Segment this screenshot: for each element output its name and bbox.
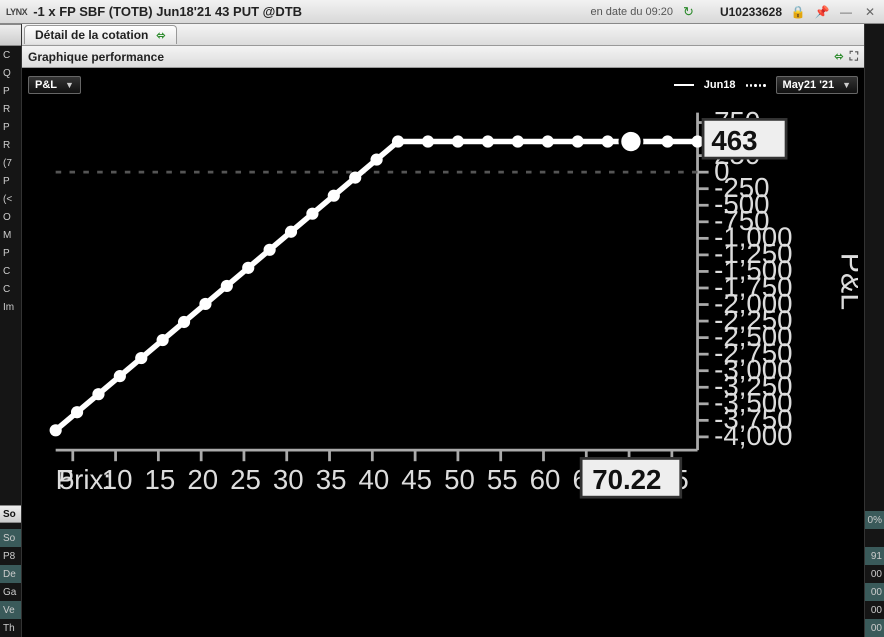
legend-dots-swatch bbox=[746, 81, 766, 89]
value-cell: 91 bbox=[865, 547, 884, 565]
svg-text:5: 5 bbox=[59, 464, 74, 495]
svg-text:40: 40 bbox=[358, 464, 389, 495]
sidebar-item[interactable]: Ve bbox=[0, 601, 21, 619]
value-cell: 0% bbox=[865, 511, 884, 529]
chart-legend: Jun18 May21 '21 ▼ bbox=[674, 76, 858, 94]
sidebar-item[interactable]: P bbox=[0, 118, 21, 136]
svg-text:25: 25 bbox=[230, 464, 261, 495]
sidebar-item[interactable]: (< bbox=[0, 190, 21, 208]
svg-text:45: 45 bbox=[401, 464, 432, 495]
value-cell: 00 bbox=[865, 565, 884, 583]
titlebar: LYNX -1 x FP SBF (TOTB) Jun18'21 43 PUT … bbox=[0, 0, 884, 24]
lock-icon[interactable]: 🔒 bbox=[790, 5, 806, 19]
chevron-down-icon: ▼ bbox=[842, 80, 851, 90]
sidebar-item[interactable]: Th bbox=[0, 619, 21, 637]
svg-text:50: 50 bbox=[444, 464, 475, 495]
sidebar-item[interactable]: M bbox=[0, 226, 21, 244]
account-number: U10233628 bbox=[720, 5, 782, 19]
sidebar-item[interactable]: R bbox=[0, 100, 21, 118]
value-cell bbox=[865, 529, 884, 547]
tab-row: Détail de la cotation ⬄ bbox=[22, 24, 864, 46]
svg-text:30: 30 bbox=[273, 464, 304, 495]
chevron-down-icon: ▼ bbox=[65, 80, 74, 90]
sidebar-item[interactable]: P bbox=[0, 244, 21, 262]
sidebar-item[interactable]: De bbox=[0, 565, 21, 583]
value-cell: 00 bbox=[865, 619, 884, 637]
chart-mode-dropdown[interactable]: P&L ▼ bbox=[28, 76, 81, 94]
refresh-icon[interactable]: ↻ bbox=[683, 4, 694, 20]
svg-text:60: 60 bbox=[530, 464, 561, 495]
svg-text:P&L: P&L bbox=[834, 253, 858, 311]
sidebar-item[interactable]: (7 bbox=[0, 154, 21, 172]
panel-title: Graphique performance bbox=[28, 50, 164, 64]
svg-text:55: 55 bbox=[487, 464, 518, 495]
sidebar-item[interactable]: P8 bbox=[0, 547, 21, 565]
panel-header: Graphique performance ⬄ ⛶ bbox=[22, 46, 864, 68]
svg-text:15: 15 bbox=[145, 464, 176, 495]
pin-icon[interactable]: 📌 bbox=[814, 5, 830, 19]
dropdown-label: May21 '21 bbox=[783, 79, 835, 91]
sidebar-item[interactable]: So bbox=[0, 529, 21, 547]
sidebar-item[interactable]: Ga bbox=[0, 583, 21, 601]
sidebar-item[interactable]: P bbox=[0, 172, 21, 190]
svg-text:-4,000: -4,000 bbox=[714, 420, 792, 451]
minimize-icon[interactable]: — bbox=[838, 5, 854, 19]
sidebar-item[interactable]: P bbox=[0, 82, 21, 100]
sidebar-item[interactable]: C bbox=[0, 262, 21, 280]
tab-quote-detail[interactable]: Détail de la cotation ⬄ bbox=[24, 25, 177, 44]
sidebar-item[interactable]: Q bbox=[0, 64, 21, 82]
link-icon[interactable]: ⬄ bbox=[156, 29, 165, 42]
dropdown-label: P&L bbox=[35, 79, 57, 91]
sidebar-item[interactable]: Im bbox=[0, 298, 21, 316]
svg-text:10: 10 bbox=[102, 464, 133, 495]
value-cell: 00 bbox=[865, 601, 884, 619]
sidebar-item[interactable]: C bbox=[0, 280, 21, 298]
sidebar-item[interactable]: O bbox=[0, 208, 21, 226]
value-cell: 00 bbox=[865, 583, 884, 601]
svg-text:35: 35 bbox=[316, 464, 347, 495]
window-title: -1 x FP SBF (TOTB) Jun18'21 43 PUT @DTB bbox=[33, 4, 302, 19]
app-logo: LYNX bbox=[6, 7, 27, 17]
expand-icon[interactable]: ⛶ bbox=[850, 49, 858, 64]
close-icon[interactable]: ✕ bbox=[862, 5, 878, 19]
legend-line-swatch bbox=[674, 84, 694, 86]
right-sidebar: 0% 91 00 00 00 00 bbox=[864, 24, 884, 637]
pnl-chart: 7505002500-250-500-750-1,000-1,250-1,500… bbox=[28, 96, 858, 511]
svg-text:463: 463 bbox=[711, 125, 757, 156]
chart-area: P&L ▼ Jun18 May21 '21 ▼ 7505002500-250-5… bbox=[22, 68, 864, 637]
chart-toolbar: P&L ▼ Jun18 May21 '21 ▼ bbox=[28, 74, 858, 96]
link-icon[interactable]: ⬄ bbox=[834, 50, 843, 63]
series-date-dropdown[interactable]: May21 '21 ▼ bbox=[776, 76, 858, 94]
left-sidebar: C Q P R P R (7 P (< O M P C C Im So So P… bbox=[0, 24, 22, 637]
tab-label: Détail de la cotation bbox=[35, 28, 148, 42]
svg-text:20: 20 bbox=[187, 464, 218, 495]
sidebar-item[interactable]: R bbox=[0, 136, 21, 154]
timestamp: en date du 09:20 bbox=[590, 6, 673, 18]
svg-text:70.22: 70.22 bbox=[592, 464, 661, 495]
legend-solid-label: Jun18 bbox=[704, 79, 736, 91]
sidebar-section[interactable]: So bbox=[0, 505, 21, 523]
sidebar-item[interactable]: C bbox=[0, 46, 21, 64]
